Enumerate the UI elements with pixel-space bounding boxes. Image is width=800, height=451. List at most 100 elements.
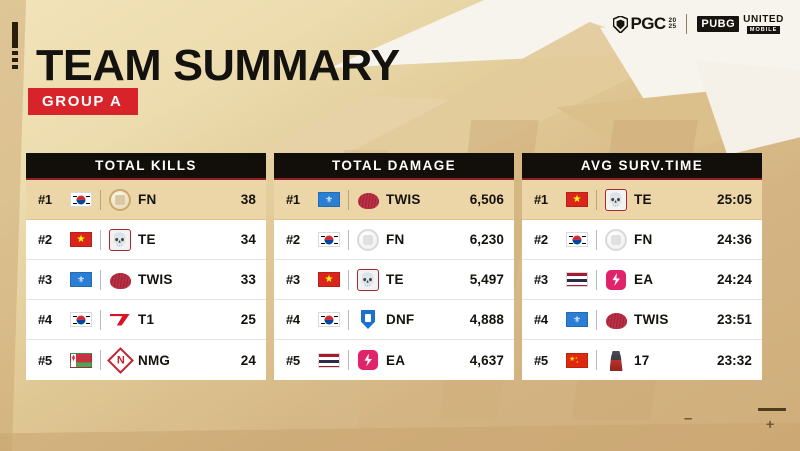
pubg-united-logo: PUBG UNITED MOBILE: [697, 14, 784, 34]
table-row[interactable]: #2 ★ 💀 TE 34: [26, 220, 266, 260]
team-name: TE: [386, 272, 404, 287]
zoom-in-marker[interactable]: +: [766, 416, 775, 432]
team-logo-fn: [109, 188, 131, 211]
row-divider: [596, 350, 597, 370]
flag-belarus: [70, 352, 92, 368]
panel-rows: #1 ⚜ TWIS 6,506 #2 FN 6,230 #3 ★ 💀 TE 5,497 #4 DNF 4,8…: [274, 180, 514, 380]
team-name: FN: [138, 192, 157, 207]
team-name: FN: [386, 232, 405, 247]
row-divider: [348, 229, 349, 250]
flag-twis: ⚜: [566, 312, 588, 327]
team-logo-twis: [357, 189, 379, 211]
united-mobile-lockup: UNITED MOBILE: [743, 14, 784, 34]
row-divider: [596, 269, 597, 290]
table-row[interactable]: #5 ★ ★ ★ 17 23:32: [522, 340, 762, 380]
panel-rows: #1 ★ 💀 TE 25:05 #2 FN 24:36 #3 EA 24:24 #4 ⚜ TWIS 23:5…: [522, 180, 762, 380]
zoom-out-marker[interactable]: –: [684, 410, 693, 427]
rank-label: #1: [38, 192, 52, 207]
row-divider: [348, 309, 349, 330]
group-badge: GROUP A: [28, 88, 139, 115]
flag-twis: ⚜: [70, 272, 92, 287]
table-row[interactable]: #4 DNF 4,888: [274, 300, 514, 340]
team-logo-dnf: [357, 309, 379, 331]
rank-label: #4: [38, 312, 52, 327]
flag-south-korea: [70, 192, 92, 207]
stat-value: 4,888: [469, 312, 504, 327]
table-row[interactable]: #3 ★ 💀 TE 5,497: [274, 260, 514, 300]
team-logo-t1: [109, 309, 131, 331]
table-row[interactable]: #5 EA 4,637: [274, 340, 514, 380]
row-divider: [100, 189, 101, 210]
table-row[interactable]: #3 ⚜ TWIS 33: [26, 260, 266, 300]
stat-value: 25: [240, 312, 256, 327]
accent-mark-icon: [12, 22, 20, 72]
stat-value: 25:05: [716, 192, 752, 207]
stat-value: 23:32: [716, 352, 752, 368]
panel-title: AVG SURV.TIME: [522, 153, 762, 180]
stat-value: 33: [240, 272, 256, 287]
logo-divider: [686, 14, 688, 34]
zoom-slider-bar[interactable]: [758, 408, 786, 411]
table-row[interactable]: #2 FN 24:36: [522, 220, 762, 260]
table-row[interactable]: #2 FN 6,230: [274, 220, 514, 260]
pgc-logo: PGC 20 25: [612, 14, 677, 34]
panel-title: TOTAL KILLS: [26, 153, 266, 180]
team-logo-te: 💀: [605, 188, 627, 211]
team-name: T1: [138, 312, 155, 327]
stat-value: 24: [240, 352, 256, 368]
flag-vietnam: ★: [70, 232, 92, 247]
team-logo-te: 💀: [109, 228, 131, 251]
team-logo-nmg: N: [106, 346, 134, 374]
pgc-year-top: 20: [668, 17, 677, 24]
row-divider: [596, 189, 597, 210]
stat-value: 38: [240, 192, 256, 207]
table-row[interactable]: #1 FN 38: [26, 180, 266, 220]
stat-value: 23:51: [716, 312, 752, 327]
team-logo-twis: [605, 309, 627, 331]
stat-value: 34: [240, 232, 256, 247]
table-row[interactable]: #1 ⚜ TWIS 6,506: [274, 180, 514, 220]
row-divider: [100, 269, 101, 290]
stat-panel: TOTAL DAMAGE #1 ⚜ TWIS 6,506 #2 FN 6,230 #3 ★ 💀 TE 5…: [274, 153, 514, 380]
stat-value: 4,637: [469, 352, 504, 368]
stat-value: 24:24: [716, 272, 752, 287]
panel-title: TOTAL DAMAGE: [274, 153, 514, 180]
team-name: EA: [634, 272, 654, 287]
united-label: UNITED: [743, 14, 784, 25]
rank-label: #1: [534, 192, 548, 207]
flag-china: ★ ★ ★: [566, 352, 588, 368]
team-name: TWIS: [386, 192, 421, 207]
stat-panel: AVG SURV.TIME #1 ★ 💀 TE 25:05 #2 FN 24:36 #3 EA 24:…: [522, 153, 762, 380]
team-name: TE: [634, 192, 652, 207]
panel-rows: #1 FN 38 #2 ★ 💀 TE 34 #3 ⚜ TWIS 33 #4 T1 25 #5 N NMG 24: [26, 180, 266, 380]
flag-twis: ⚜: [318, 192, 340, 207]
stat-value: 6,506: [469, 192, 504, 207]
table-row[interactable]: #4 T1 25: [26, 300, 266, 340]
rank-label: #5: [38, 352, 52, 368]
rank-label: #2: [38, 232, 52, 247]
rank-label: #3: [286, 272, 300, 287]
team-logo-fn: [357, 228, 379, 251]
table-row[interactable]: #4 ⚜ TWIS 23:51: [522, 300, 762, 340]
team-name: DNF: [386, 312, 415, 327]
flag-thailand: [318, 352, 340, 368]
flag-vietnam: ★: [566, 192, 588, 207]
table-row[interactable]: #1 ★ 💀 TE 25:05: [522, 180, 762, 220]
pgc-wordmark: PGC: [630, 14, 667, 33]
team-name: NMG: [138, 352, 171, 368]
rank-label: #4: [534, 312, 548, 327]
table-row[interactable]: #5 N NMG 24: [26, 340, 266, 380]
rank-label: #4: [286, 312, 300, 327]
table-row[interactable]: #3 EA 24:24: [522, 260, 762, 300]
team-name: FN: [634, 232, 653, 247]
row-divider: [348, 269, 349, 290]
team-logo-ea: [605, 269, 627, 291]
stat-value: 6,230: [469, 232, 504, 247]
team-logo-twis: [109, 269, 131, 291]
stat-panels: TOTAL KILLS #1 FN 38 #2 ★ 💀 TE 34 #3 ⚜ TWIS 33 #4 T1 25…: [0, 153, 800, 380]
stat-value: 5,497: [469, 272, 504, 287]
rank-label: #5: [286, 352, 300, 368]
team-name: TWIS: [138, 272, 173, 287]
row-divider: [596, 229, 597, 250]
team-logo-ea: [357, 349, 379, 371]
